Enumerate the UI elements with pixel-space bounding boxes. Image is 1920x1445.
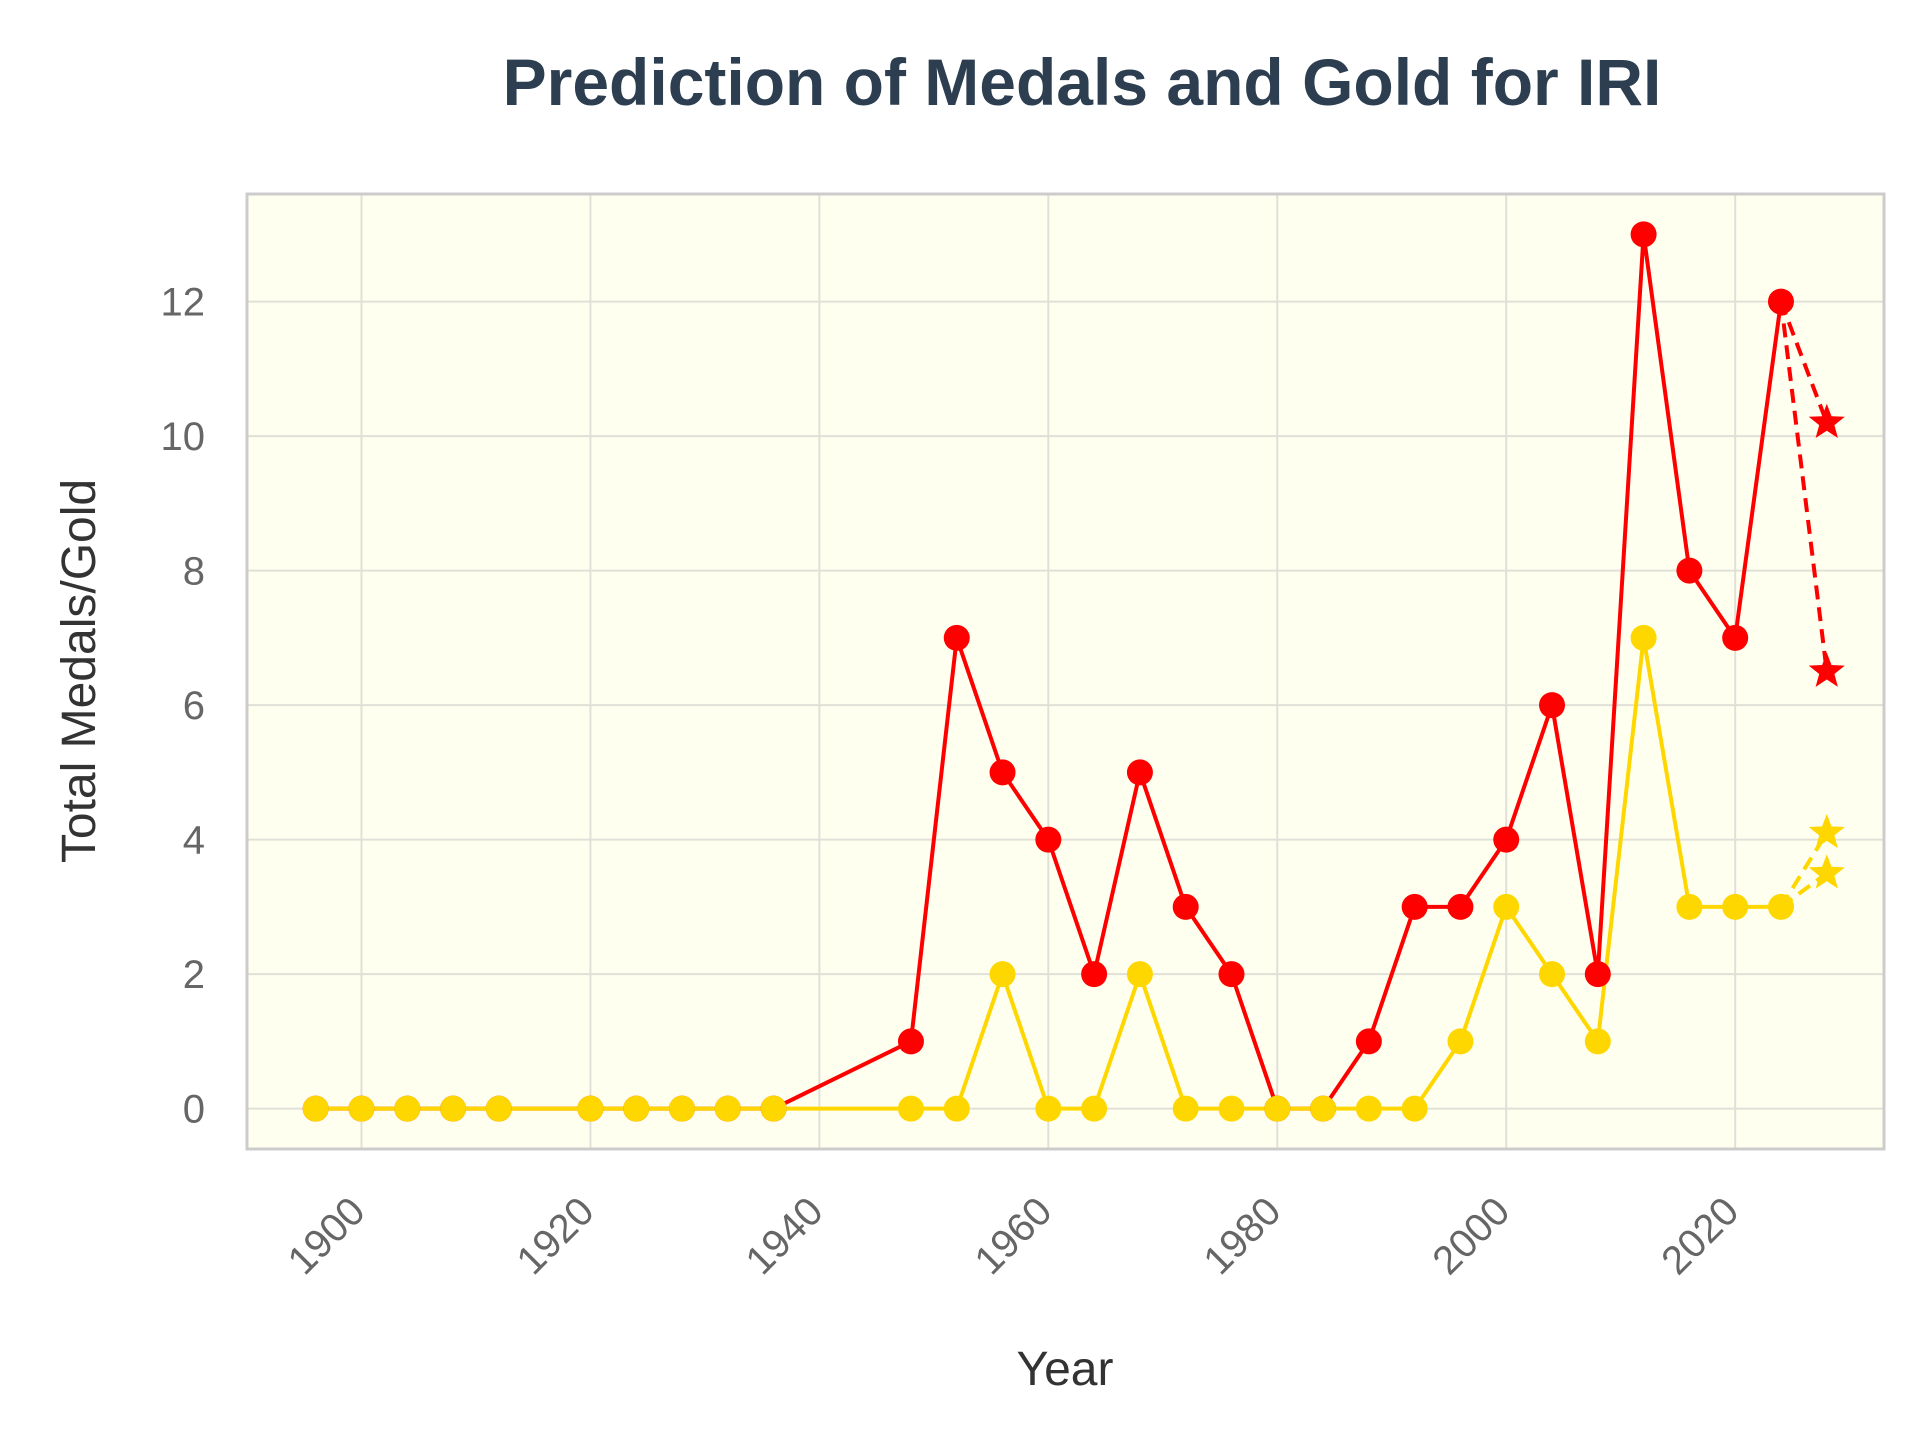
data-point-2 [440,1095,467,1122]
x-axis-ticks: 1900 1920 1940 1960 1980 2000 2020 [280,1189,1748,1283]
data-point-1 [1355,1028,1382,1055]
data-point-1 [1447,893,1474,920]
x-tick-label: 1960 [966,1189,1060,1283]
data-point-2 [348,1095,375,1122]
x-tick-label: 1940 [738,1189,832,1283]
data-point-2 [760,1095,787,1122]
data-point-2 [669,1095,696,1122]
data-point-2 [302,1095,329,1122]
y-axis-label: Total Medals/Gold [53,479,106,863]
data-point-1 [1630,221,1657,248]
data-point-2 [1722,893,1749,920]
data-point-2 [485,1095,512,1122]
data-point-1 [1218,961,1245,988]
data-point-2 [1218,1095,1245,1122]
data-point-2 [1630,624,1657,651]
prediction-star-marker [1808,854,1845,889]
x-axis-label: Year [1017,1343,1114,1396]
x-tick-label: 1980 [1195,1189,1289,1283]
data-point-1 [1584,961,1611,988]
data-point-1 [1035,826,1062,853]
data-point-2 [1310,1095,1337,1122]
x-tick-label: 2000 [1424,1189,1518,1283]
y-tick-label: 2 [183,953,205,997]
data-point-2 [1584,1028,1611,1055]
y-tick-label: 8 [183,550,205,594]
x-tick-label: 1900 [280,1189,374,1283]
data-point-2 [1172,1095,1199,1122]
series-line-2 [315,635,1781,1111]
data-point-2 [1539,961,1566,988]
data-point-1 [897,1028,924,1055]
prediction-line [1778,301,1829,672]
data-point-2 [1035,1095,1062,1122]
data-point-2 [897,1095,924,1122]
data-point-1 [1401,893,1428,920]
x-tick-label: 2020 [1653,1189,1747,1283]
data-point-2 [1126,961,1153,988]
data-point-2 [1493,893,1520,920]
y-tick-label: 6 [183,684,205,728]
chart-title: Prediction of Medals and Gold for IRI [503,45,1662,119]
data-point-2 [1676,893,1703,920]
plot-area [247,194,1884,1149]
y-axis-ticks: 0 2 4 6 8 10 12 [161,281,206,1132]
data-point-1 [1676,557,1703,584]
data-point-2 [623,1095,650,1122]
data-point-2 [577,1095,604,1122]
data-point-1 [1493,826,1520,853]
data-point-1 [1081,961,1108,988]
plot-frame [245,192,1886,1151]
data-point-2 [943,1095,970,1122]
data-point-1 [1539,692,1566,719]
data-point-2 [1264,1095,1291,1122]
data-point-2 [394,1095,421,1122]
data-point-1 [1172,893,1199,920]
prediction-star-marker [1808,403,1845,438]
prediction-star-marker [1808,652,1845,687]
data-point-2 [1081,1095,1108,1122]
data-point-1 [989,759,1016,786]
y-tick-label: 4 [183,819,205,863]
data-point-1 [1126,759,1153,786]
data-point-1 [1767,288,1794,315]
data-point-2 [714,1095,741,1122]
data-point-2 [989,961,1016,988]
y-tick-label: 10 [161,415,206,459]
data-point-1 [943,624,970,651]
data-point-2 [1355,1095,1382,1122]
series-markers [302,221,1845,1122]
prediction-star-marker [1808,813,1845,849]
data-point-2 [1447,1028,1474,1055]
data-point-2 [1767,893,1794,920]
y-tick-label: 0 [183,1088,205,1132]
x-tick-label: 1920 [509,1189,603,1283]
data-point-2 [1401,1095,1428,1122]
data-point-1 [1722,624,1749,651]
y-tick-label: 12 [161,281,206,325]
